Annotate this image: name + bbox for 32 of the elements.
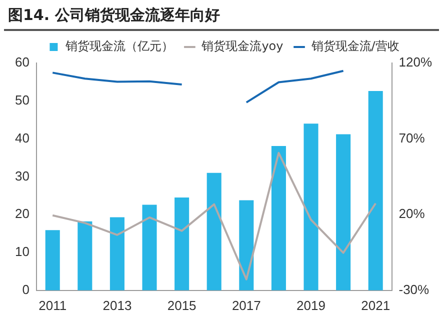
y-tick-label: 60 bbox=[14, 54, 30, 70]
bar bbox=[368, 91, 383, 290]
legend-label: 销货现金流（亿元） bbox=[64, 39, 174, 54]
x-tick-label: 2015 bbox=[167, 298, 196, 313]
bar bbox=[336, 134, 351, 290]
y-tick-label: 20 bbox=[14, 206, 30, 222]
bar bbox=[174, 198, 190, 290]
y2-tick-label: 70% bbox=[398, 130, 426, 146]
bar bbox=[45, 230, 60, 290]
y2-tick-label: -30% bbox=[398, 282, 430, 297]
y-tick-label: 50 bbox=[14, 92, 30, 108]
bar bbox=[206, 172, 222, 290]
y-tick-label: 0 bbox=[22, 282, 30, 297]
chart-title: 图14. 公司销货现金流逐年向好 bbox=[4, 0, 439, 31]
bar bbox=[78, 221, 92, 290]
x-tick-label: 2019 bbox=[296, 298, 326, 313]
y-tick-label: 40 bbox=[14, 130, 30, 146]
x-tick-label: 2013 bbox=[102, 298, 132, 313]
bar bbox=[142, 204, 157, 290]
y2-tick-label: 20% bbox=[398, 206, 426, 222]
x-tick-label: 2021 bbox=[361, 298, 390, 313]
y-tick-label: 30 bbox=[14, 168, 30, 184]
y-tick-label: 10 bbox=[14, 244, 30, 260]
bar bbox=[271, 146, 286, 290]
legend-label: 销货现金流/营收 bbox=[310, 39, 400, 54]
bar bbox=[304, 124, 318, 290]
y2-tick-label: 120% bbox=[398, 54, 432, 70]
x-tick-label: 2017 bbox=[232, 298, 261, 313]
bar bbox=[110, 217, 124, 290]
bar bbox=[239, 200, 254, 290]
legend-label: 销货现金流yoy bbox=[200, 39, 284, 54]
x-tick-label: 2011 bbox=[38, 298, 67, 313]
